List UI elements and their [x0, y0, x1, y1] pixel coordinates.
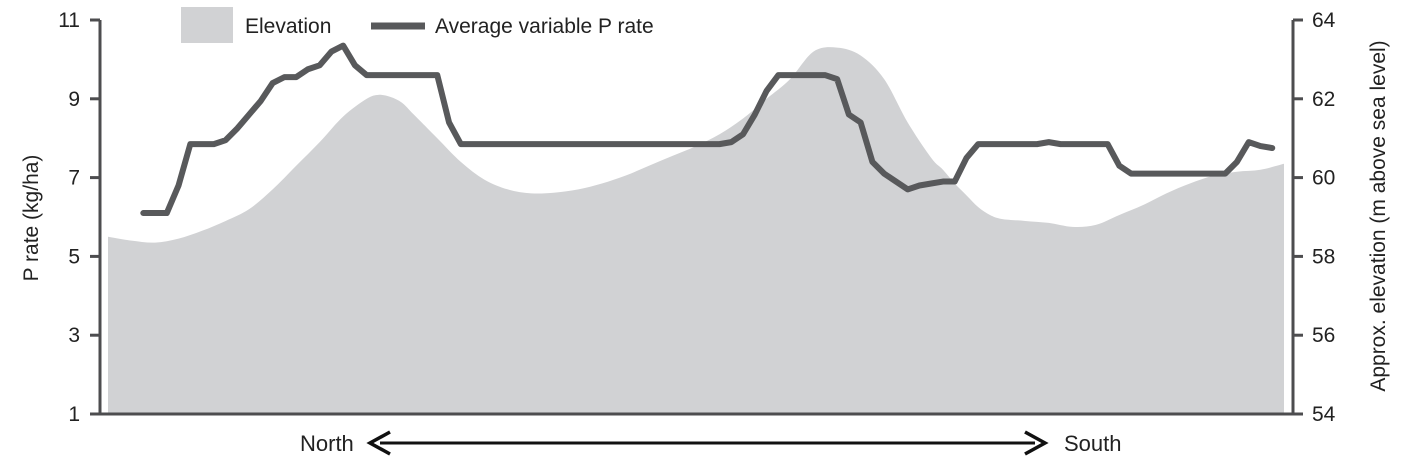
legend-elevation-label: Elevation [245, 15, 331, 38]
left-tick-label: 1 [68, 403, 80, 426]
right-tick-label: 60 [1312, 167, 1335, 190]
legend-elevation-swatch [181, 7, 233, 43]
right-tick-label: 62 [1312, 88, 1335, 111]
left-tick-label: 11 [58, 9, 80, 32]
direction-indicator: North South [300, 430, 1122, 456]
right-axis-title: Approx. elevation (m above sea level) [1367, 40, 1390, 391]
left-axis-title: P rate (kg/ha) [20, 155, 43, 282]
direction-south-label: South [1064, 431, 1122, 456]
right-tick-label: 54 [1312, 403, 1336, 426]
p-rate-line [140, 42, 1276, 217]
left-tick-label: 3 [68, 324, 80, 347]
left-tick-label: 5 [68, 245, 80, 268]
p-rate-line-layer [140, 42, 1276, 217]
arrow-left-icon [366, 430, 391, 456]
right-y-axis: 54 56 58 60 62 64 [1291, 9, 1336, 426]
left-tick-label: 9 [68, 88, 80, 111]
arrow-right-icon [1024, 430, 1049, 456]
right-tick-label: 58 [1312, 245, 1335, 268]
left-y-axis: 1 3 5 7 9 11 [58, 9, 102, 426]
legend: Elevation Average variable P rate [181, 7, 654, 43]
elevation-area-layer [108, 47, 1284, 415]
right-tick-label: 56 [1312, 324, 1335, 347]
left-tick-label: 7 [68, 167, 80, 190]
legend-prate-label: Average variable P rate [435, 15, 654, 38]
right-tick-label: 64 [1312, 9, 1336, 32]
direction-north-label: North [300, 431, 354, 456]
elevation-area [108, 47, 1284, 415]
